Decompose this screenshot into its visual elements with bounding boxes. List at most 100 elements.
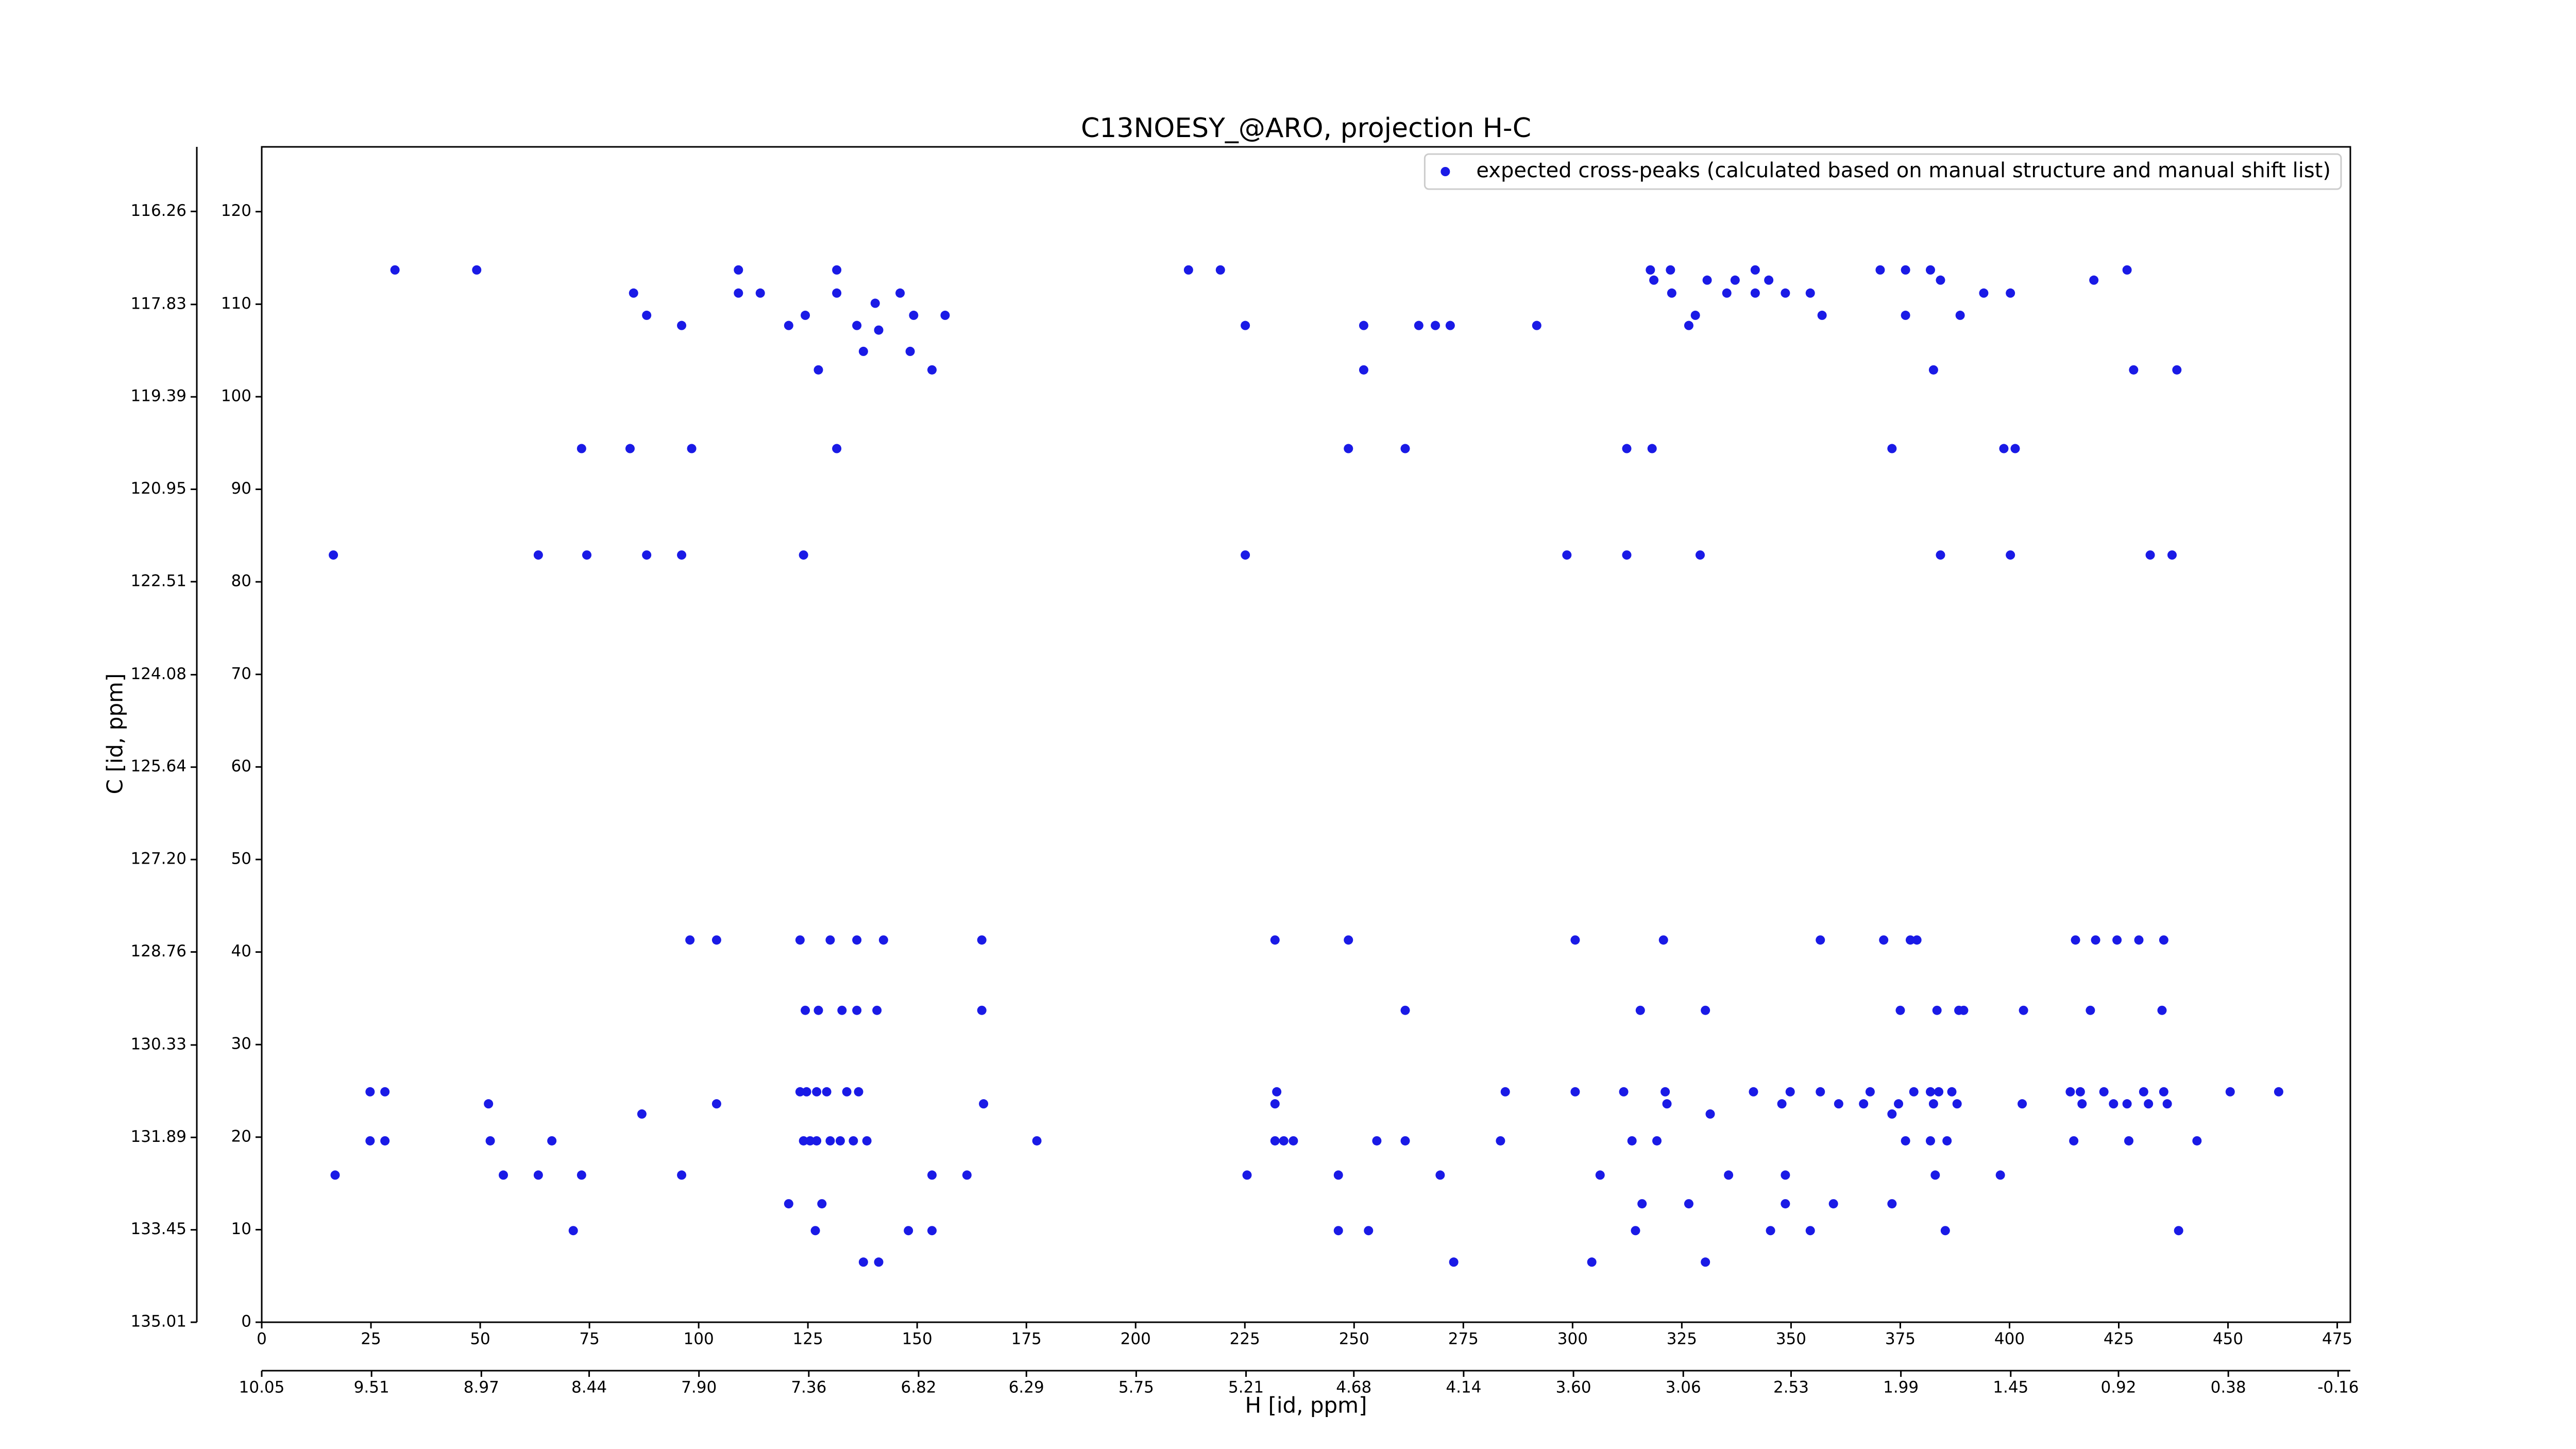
cross-peak-marker bbox=[1781, 1170, 1790, 1180]
cross-peak-marker bbox=[870, 298, 880, 308]
cross-peak-marker bbox=[2006, 288, 2015, 298]
cross-peak-marker bbox=[810, 1226, 820, 1236]
legend: expected cross-peaks (calculated based o… bbox=[1423, 153, 2342, 190]
cross-peak-marker bbox=[711, 935, 721, 945]
cross-peak-marker bbox=[1959, 1005, 1969, 1015]
cross-peak-marker bbox=[814, 365, 823, 375]
cross-peak-marker bbox=[568, 1226, 578, 1236]
cross-peak-marker bbox=[1627, 1136, 1637, 1145]
cross-peak-marker bbox=[1570, 935, 1580, 945]
x2-tick-label: 1.99 bbox=[1883, 1378, 1919, 1397]
cross-peak-marker bbox=[858, 1257, 868, 1267]
x2-tick-label: 4.14 bbox=[1446, 1378, 1481, 1397]
x2-tick-label: 0.38 bbox=[2211, 1378, 2246, 1397]
x-tick-label: 250 bbox=[1339, 1330, 1369, 1349]
cross-peak-marker bbox=[812, 1087, 822, 1097]
x-tick-label: 100 bbox=[684, 1330, 714, 1349]
chart-title: C13NOESY_@ARO, projection H-C bbox=[1081, 113, 1531, 144]
x2-tick-label: 8.97 bbox=[464, 1378, 499, 1397]
cross-peak-marker bbox=[1241, 550, 1250, 560]
cross-peak-marker bbox=[1834, 1099, 1843, 1109]
cross-peak-marker bbox=[962, 1170, 972, 1180]
x-tick-label: 425 bbox=[2104, 1330, 2134, 1349]
cross-peak-marker bbox=[1750, 265, 1760, 275]
cross-peak-marker bbox=[852, 321, 862, 330]
y2-tick-label: 116.26 bbox=[131, 201, 187, 220]
x2-tick-label: 3.06 bbox=[1666, 1378, 1701, 1397]
y2-tick-label: 130.33 bbox=[131, 1035, 187, 1053]
y2-tick-label: 120.95 bbox=[131, 479, 187, 498]
cross-peak-marker bbox=[1242, 1170, 1252, 1180]
x2-tick-label: 6.29 bbox=[1009, 1378, 1044, 1397]
cross-peak-marker bbox=[940, 310, 950, 320]
y-tick-label: 10 bbox=[231, 1220, 251, 1238]
cross-peak-marker bbox=[1183, 265, 1193, 275]
cross-peak-marker bbox=[1955, 310, 1965, 320]
cross-peak-marker bbox=[734, 265, 743, 275]
cross-peak-marker bbox=[1333, 1226, 1343, 1236]
cross-peak-marker bbox=[874, 1257, 884, 1267]
cross-peak-marker bbox=[1928, 365, 1938, 375]
cross-peak-marker bbox=[711, 1099, 721, 1109]
cross-peak-marker bbox=[1279, 1136, 1289, 1145]
cross-peak-marker bbox=[872, 1005, 882, 1015]
cross-peak-marker bbox=[1431, 321, 1440, 330]
cross-peak-marker bbox=[979, 1099, 989, 1109]
cross-peak-marker bbox=[2145, 550, 2155, 560]
cross-peak-marker bbox=[784, 1199, 793, 1209]
cross-peak-marker bbox=[854, 1087, 863, 1097]
cross-peak-marker bbox=[1781, 288, 1790, 298]
cross-peak-marker bbox=[485, 1136, 495, 1145]
cross-peak-marker bbox=[1449, 1257, 1459, 1267]
x-tick-label: 400 bbox=[1994, 1330, 2025, 1349]
cross-peak-marker bbox=[1344, 444, 1353, 453]
cross-peak-marker bbox=[1764, 275, 1774, 285]
y-tick-label: 30 bbox=[231, 1035, 251, 1053]
x-tick-label: 25 bbox=[361, 1330, 381, 1349]
cross-peak-marker bbox=[1684, 321, 1693, 330]
cross-peak-marker bbox=[1928, 1099, 1938, 1109]
cross-peak-marker bbox=[835, 1136, 845, 1145]
cross-peak-marker bbox=[2129, 365, 2139, 375]
y-tick-label: 70 bbox=[231, 664, 251, 683]
cross-peak-marker bbox=[1859, 1099, 1869, 1109]
cross-peak-marker bbox=[1647, 444, 1657, 453]
cross-peak-marker bbox=[878, 935, 888, 945]
cross-peak-marker bbox=[801, 1005, 810, 1015]
cross-peak-marker bbox=[1496, 1136, 1505, 1145]
legend-label: expected cross-peaks (calculated based o… bbox=[1476, 159, 2331, 182]
cross-peak-marker bbox=[1995, 1170, 2005, 1180]
y2-tick-label: 131.89 bbox=[131, 1127, 187, 1146]
y-tick-label: 120 bbox=[221, 201, 251, 220]
cross-peak-marker bbox=[1894, 1099, 1904, 1109]
cross-peak-marker bbox=[2134, 935, 2144, 945]
cross-peak-marker bbox=[2124, 1136, 2134, 1145]
cross-peak-marker bbox=[2144, 1099, 2154, 1109]
cross-peak-marker bbox=[1595, 1170, 1605, 1180]
x2-tick-label: 0.92 bbox=[2100, 1378, 2136, 1397]
cross-peak-marker bbox=[1272, 1087, 1282, 1097]
cross-peak-marker bbox=[909, 310, 919, 320]
cross-peak-marker bbox=[1400, 1136, 1410, 1145]
y-tick-label: 110 bbox=[221, 294, 251, 313]
x-tick-label: 225 bbox=[1230, 1330, 1260, 1349]
cross-peak-marker bbox=[677, 1170, 687, 1180]
cross-peak-marker bbox=[1805, 1226, 1815, 1236]
cross-peak-marker bbox=[329, 550, 338, 560]
cross-peak-marker bbox=[1702, 275, 1712, 285]
cross-peak-marker bbox=[2099, 1087, 2109, 1097]
cross-peak-marker bbox=[1359, 365, 1368, 375]
y2-tick-label: 127.20 bbox=[131, 850, 187, 868]
cross-peak-marker bbox=[390, 265, 400, 275]
x2-tick-label: 3.60 bbox=[1556, 1378, 1591, 1397]
cross-peak-marker bbox=[2018, 1099, 2027, 1109]
cross-peak-marker bbox=[1622, 444, 1632, 453]
cross-peak-marker bbox=[2167, 550, 2177, 560]
cross-peak-marker bbox=[1999, 444, 2009, 453]
cross-peak-marker bbox=[1930, 1170, 1940, 1180]
cross-peak-marker bbox=[1372, 1136, 1382, 1145]
cross-peak-marker bbox=[2077, 1099, 2087, 1109]
cross-peak-marker bbox=[1667, 288, 1676, 298]
cross-peak-marker bbox=[874, 325, 884, 335]
cross-peak-marker bbox=[365, 1136, 375, 1145]
